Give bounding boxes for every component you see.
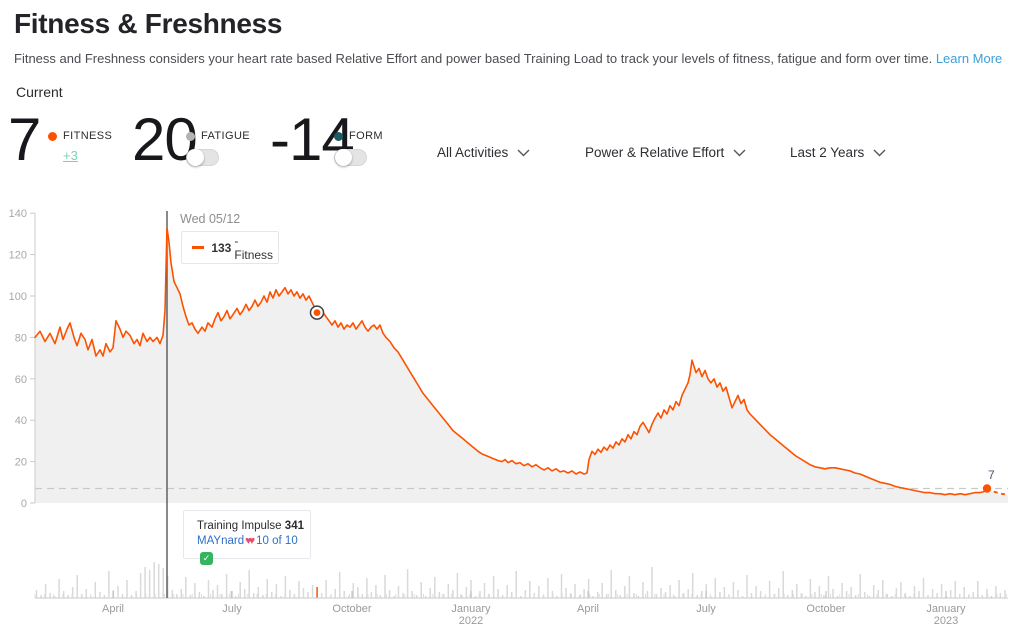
svg-text:October: October (332, 603, 371, 615)
fatigue-label: FATIGUE (201, 130, 251, 142)
fitness-series-swatch-icon (192, 246, 205, 249)
current-fitness-point-label: 7 (988, 468, 995, 482)
svg-text:April: April (577, 603, 599, 615)
svg-text:80: 80 (15, 332, 27, 344)
chevron-down-icon (517, 149, 530, 156)
svg-text:October: October (806, 603, 845, 615)
form-dot-icon (334, 131, 343, 141)
athlete-name-link[interactable]: MAYnard (197, 535, 245, 547)
form-toggle-knob (335, 149, 352, 166)
svg-text:140: 140 (9, 208, 27, 220)
fitness-dot-icon (48, 131, 57, 141)
current-label: Current (16, 84, 63, 100)
fitness-label: FITNESS (63, 130, 113, 142)
activity-tooltip: Training Impulse 341 MAYnard♥♥ 10 of 10✓ (183, 510, 311, 565)
svg-text:20: 20 (15, 457, 27, 469)
fitness-delta-link[interactable]: +3 (63, 148, 78, 163)
svg-text:100: 100 (9, 291, 27, 303)
svg-text:0: 0 (21, 498, 27, 510)
svg-text:July: July (696, 603, 716, 615)
svg-text:2022: 2022 (459, 615, 483, 627)
form-label: FORM (349, 130, 383, 142)
svg-text:January: January (926, 603, 966, 615)
fatigue-dot-icon (186, 131, 195, 141)
chevron-down-icon (873, 149, 886, 156)
svg-text:60: 60 (15, 374, 27, 386)
fatigue-toggle-knob (187, 149, 204, 166)
page-title: Fitness & Freshness (14, 8, 283, 39)
svg-text:120: 120 (9, 250, 27, 262)
fatigue-toggle[interactable] (186, 149, 219, 166)
svg-text:40: 40 (15, 415, 27, 427)
svg-text:2023: 2023 (934, 615, 958, 627)
hearts-icon: ♥♥ (245, 535, 255, 547)
activity-filter-dropdown[interactable]: All Activities (437, 145, 530, 160)
fitness-value: 7 (8, 106, 41, 173)
chart-tooltip-date: Wed 05/12 (180, 212, 241, 226)
svg-text:January: January (451, 603, 491, 615)
svg-text:April: April (102, 603, 124, 615)
chevron-down-icon (733, 149, 746, 156)
date-range-dropdown[interactable]: Last 2 Years (790, 145, 886, 160)
metric-filter-dropdown[interactable]: Power & Relative Effort (585, 145, 746, 160)
page-description: Fitness and Freshness considers your hea… (14, 51, 1003, 66)
svg-text:July: July (222, 603, 242, 615)
chart-tooltip-legend: 133 - Fitness (181, 231, 279, 264)
check-icon: ✓ (200, 552, 213, 565)
form-toggle[interactable] (334, 149, 367, 166)
learn-more-link[interactable]: Learn More (935, 51, 1003, 66)
